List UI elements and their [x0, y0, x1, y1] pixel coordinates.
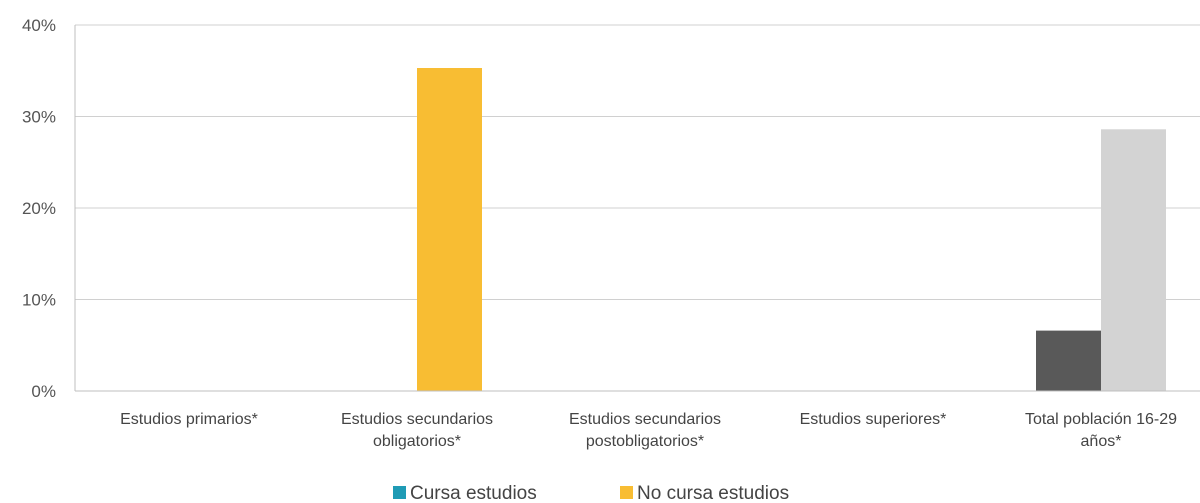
legend: Cursa estudios No cursa estudios [393, 483, 789, 503]
y-tick-label: 30% [22, 108, 56, 127]
category-label: Estudios primarios* [120, 411, 258, 428]
bar-total [1036, 330, 1101, 391]
y-tick-label: 20% [22, 199, 56, 218]
y-tick-label: 10% [22, 291, 56, 310]
legend-label: Cursa estudios [410, 483, 537, 503]
category-label-line: Estudios secundarios [341, 411, 493, 428]
category-label: Estudios superiores* [800, 411, 947, 428]
category-label-line: Estudios primarios* [120, 411, 258, 428]
x-axis: Estudios primarios* Estudios secundarios o… [75, 390, 1200, 450]
category-label-line: obligatorios* [373, 433, 461, 450]
legend-label: No cursa estudios [637, 483, 789, 503]
category-label-line: años* [1081, 433, 1122, 450]
bar-total [1101, 129, 1166, 391]
legend-swatch [620, 486, 633, 499]
category-label-line: Estudios superiores* [800, 411, 947, 428]
category-label: Total población 16-29 años* [1025, 411, 1177, 450]
bars [417, 68, 1166, 391]
bar-no-cursa-estudios [417, 68, 482, 391]
gridlines [75, 24, 1200, 300]
y-tick-label: 40% [22, 16, 56, 35]
category-label-line: Estudios secundarios [569, 411, 721, 428]
y-axis: 0% 10% 20% 30% 40% [22, 16, 76, 401]
category-label-line: postobligatorios* [586, 433, 704, 450]
y-tick-label: 0% [31, 382, 56, 401]
category-label: Estudios secundarios obligatorios* [341, 411, 493, 450]
legend-swatch [393, 486, 406, 499]
category-label-line: Total población 16-29 [1025, 411, 1177, 428]
category-label: Estudios secundarios postobligatorios* [569, 411, 721, 450]
